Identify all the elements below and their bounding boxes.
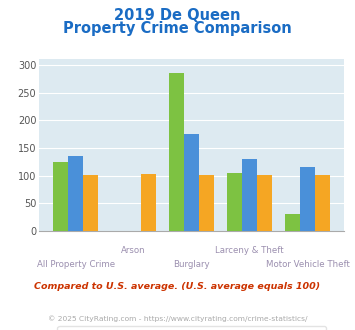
Bar: [242, 159, 257, 231]
Bar: [300, 167, 315, 231]
Bar: [53, 162, 68, 231]
Bar: [315, 175, 331, 231]
Text: All Property Crime: All Property Crime: [37, 260, 115, 269]
Bar: [141, 174, 156, 231]
Legend: De Queen, Arkansas, National: De Queen, Arkansas, National: [58, 326, 326, 330]
Bar: [257, 175, 272, 231]
Text: Property Crime Comparison: Property Crime Comparison: [63, 21, 292, 36]
Text: Arson: Arson: [121, 247, 146, 255]
Text: Compared to U.S. average. (U.S. average equals 100): Compared to U.S. average. (U.S. average …: [34, 282, 321, 291]
Bar: [68, 156, 83, 231]
Bar: [227, 174, 242, 231]
Text: 2019 De Queen: 2019 De Queen: [114, 8, 241, 23]
Text: © 2025 CityRating.com - https://www.cityrating.com/crime-statistics/: © 2025 CityRating.com - https://www.city…: [48, 315, 307, 322]
Text: Motor Vehicle Theft: Motor Vehicle Theft: [266, 260, 350, 269]
Bar: [184, 134, 199, 231]
Bar: [169, 73, 184, 231]
Bar: [199, 175, 214, 231]
Text: Larceny & Theft: Larceny & Theft: [215, 247, 284, 255]
Text: Burglary: Burglary: [173, 260, 210, 269]
Bar: [83, 175, 98, 231]
Bar: [285, 214, 300, 231]
